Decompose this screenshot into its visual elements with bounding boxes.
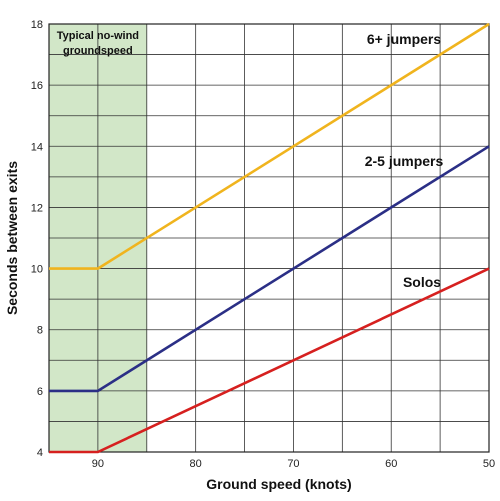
series-label-2to5: 2-5 jumpers	[365, 153, 444, 169]
y-tick-label: 12	[31, 202, 43, 214]
series-line-2	[49, 267, 490, 454]
y-axis-title: Seconds between exits	[4, 161, 20, 315]
y-tick-label: 18	[31, 19, 43, 31]
x-tick-label: 90	[92, 458, 104, 470]
shaded-region-label-line2: groundspeed	[63, 45, 133, 57]
series-line-1	[49, 145, 490, 393]
y-tick-label: 16	[31, 80, 43, 92]
series-label-6plus: 6+ jumpers	[367, 31, 442, 47]
y-tick-label: 8	[37, 325, 43, 337]
tick-labels: 90 80 70 60 50 4 6 8 10 12 14 16 18	[31, 19, 495, 470]
x-tick-label: 50	[483, 458, 495, 470]
x-axis-title: Ground speed (knots)	[206, 476, 351, 492]
y-tick-label: 10	[31, 264, 43, 276]
series-lines	[49, 22, 490, 454]
x-tick-label: 70	[287, 458, 299, 470]
x-tick-label: 60	[385, 458, 397, 470]
x-tick-label: 80	[190, 458, 202, 470]
y-tick-label: 4	[37, 447, 43, 459]
series-line-0	[49, 22, 490, 270]
y-tick-label: 6	[37, 386, 43, 398]
series-label-solos: Solos	[403, 274, 441, 290]
plot-frame	[48, 23, 490, 453]
grid	[49, 24, 489, 452]
y-tick-label: 14	[31, 141, 43, 153]
shaded-region-label-line1: Typical no-wind	[57, 30, 139, 42]
